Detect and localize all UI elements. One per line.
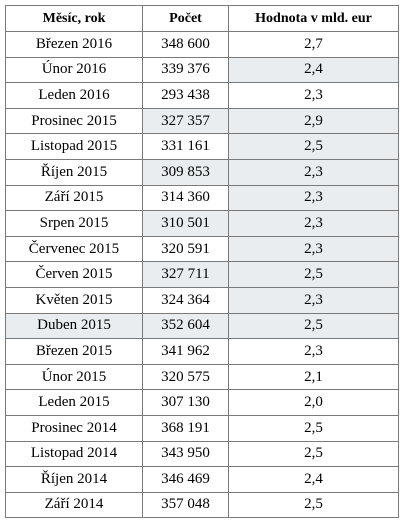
cell-month: Říjen 2014 <box>5 466 143 493</box>
cell-month: Listopad 2015 <box>5 133 143 160</box>
cell-value: 2,3 <box>228 235 399 263</box>
cell-month: Únor 2015 <box>5 363 143 391</box>
cell-value: 2,0 <box>228 389 399 416</box>
cell-value: 2,4 <box>228 466 399 493</box>
table-row: Září 2014 357 048 2,5 <box>5 491 399 519</box>
header-count: Počet <box>142 5 229 32</box>
cell-value: 2,3 <box>228 82 399 109</box>
cell-month: Říjen 2015 <box>5 158 143 186</box>
table-row: Listopad 2014 343 950 2,5 <box>5 440 399 468</box>
table-row: Září 2015 314 360 2,3 <box>5 184 399 212</box>
cell-month: Prosinec 2015 <box>5 107 143 135</box>
cell-month: Listopad 2014 <box>5 440 143 468</box>
header-row: Měsíc, rok Počet Hodnota v mld. eur <box>5 5 399 32</box>
table-body: Březen 2016 348 600 2,7 Únor 2016 339 376 2,4… <box>5 31 399 519</box>
cell-value: 2,1 <box>228 363 399 391</box>
table-row: Květen 2015 324 364 2,3 <box>5 286 399 314</box>
table-row: Listopad 2015 331 161 2,5 <box>5 133 399 160</box>
cell-count: 352 604 <box>142 312 229 340</box>
cell-month: Duben 2015 <box>5 312 143 340</box>
cell-month: Srpen 2015 <box>5 210 143 237</box>
table-row: Únor 2016 339 376 2,4 <box>5 56 399 84</box>
table-row: Červenec 2015 320 591 2,3 <box>5 235 399 263</box>
table-row: Prosinec 2015 327 357 2,9 <box>5 107 399 135</box>
table-row: Březen 2016 348 600 2,7 <box>5 31 399 58</box>
cell-month: Leden 2015 <box>5 389 143 416</box>
cell-count: 320 575 <box>142 363 229 391</box>
cell-value: 2,4 <box>228 56 399 84</box>
cell-month: Září 2014 <box>5 491 143 519</box>
table-row: Prosinec 2014 368 191 2,5 <box>5 414 399 442</box>
cell-count: 341 962 <box>142 338 229 365</box>
cell-value: 2,5 <box>228 133 399 160</box>
cell-count: 324 364 <box>142 286 229 314</box>
table-row: Říjen 2014 346 469 2,4 <box>5 466 399 493</box>
table-row: Duben 2015 352 604 2,5 <box>5 312 399 340</box>
cell-count: 331 161 <box>142 133 229 160</box>
table-row: Leden 2015 307 130 2,0 <box>5 389 399 416</box>
table-row: Červen 2015 327 711 2,5 <box>5 261 399 288</box>
cell-count: 327 711 <box>142 261 229 288</box>
cell-count: 346 469 <box>142 466 229 493</box>
table-row: Únor 2015 320 575 2,1 <box>5 363 399 391</box>
table-row: Srpen 2015 310 501 2,3 <box>5 210 399 237</box>
cell-count: 368 191 <box>142 414 229 442</box>
cell-value: 2,5 <box>228 491 399 519</box>
cell-count: 293 438 <box>142 82 229 109</box>
cell-count: 320 591 <box>142 235 229 263</box>
data-table: Měsíc, rok Počet Hodnota v mld. eur Břez… <box>5 5 399 519</box>
cell-value: 2,5 <box>228 440 399 468</box>
cell-count: 339 376 <box>142 56 229 84</box>
cell-month: Červen 2015 <box>5 261 143 288</box>
cell-count: 310 501 <box>142 210 229 237</box>
cell-value: 2,7 <box>228 31 399 58</box>
header-month: Měsíc, rok <box>5 5 143 32</box>
cell-value: 2,3 <box>228 210 399 237</box>
cell-month: Květen 2015 <box>5 286 143 314</box>
cell-count: 307 130 <box>142 389 229 416</box>
cell-count: 348 600 <box>142 31 229 58</box>
table-row: Leden 2016 293 438 2,3 <box>5 82 399 109</box>
table-row: Březen 2015 341 962 2,3 <box>5 338 399 365</box>
cell-value: 2,3 <box>228 184 399 212</box>
cell-count: 343 950 <box>142 440 229 468</box>
cell-month: Březen 2016 <box>5 31 143 58</box>
cell-value: 2,5 <box>228 261 399 288</box>
cell-month: Prosinec 2014 <box>5 414 143 442</box>
cell-value: 2,9 <box>228 107 399 135</box>
cell-value: 2,3 <box>228 286 399 314</box>
cell-month: Červenec 2015 <box>5 235 143 263</box>
cell-count: 314 360 <box>142 184 229 212</box>
cell-value: 2,3 <box>228 338 399 365</box>
cell-value: 2,5 <box>228 312 399 340</box>
cell-count: 357 048 <box>142 491 229 519</box>
header-value: Hodnota v mld. eur <box>228 5 399 32</box>
cell-month: Únor 2016 <box>5 56 143 84</box>
cell-value: 2,5 <box>228 414 399 442</box>
table-row: Říjen 2015 309 853 2,3 <box>5 158 399 186</box>
cell-count: 309 853 <box>142 158 229 186</box>
cell-value: 2,3 <box>228 158 399 186</box>
table-container: Měsíc, rok Počet Hodnota v mld. eur Břez… <box>5 5 399 519</box>
cell-count: 327 357 <box>142 107 229 135</box>
cell-month: Březen 2015 <box>5 338 143 365</box>
cell-month: Září 2015 <box>5 184 143 212</box>
cell-month: Leden 2016 <box>5 82 143 109</box>
